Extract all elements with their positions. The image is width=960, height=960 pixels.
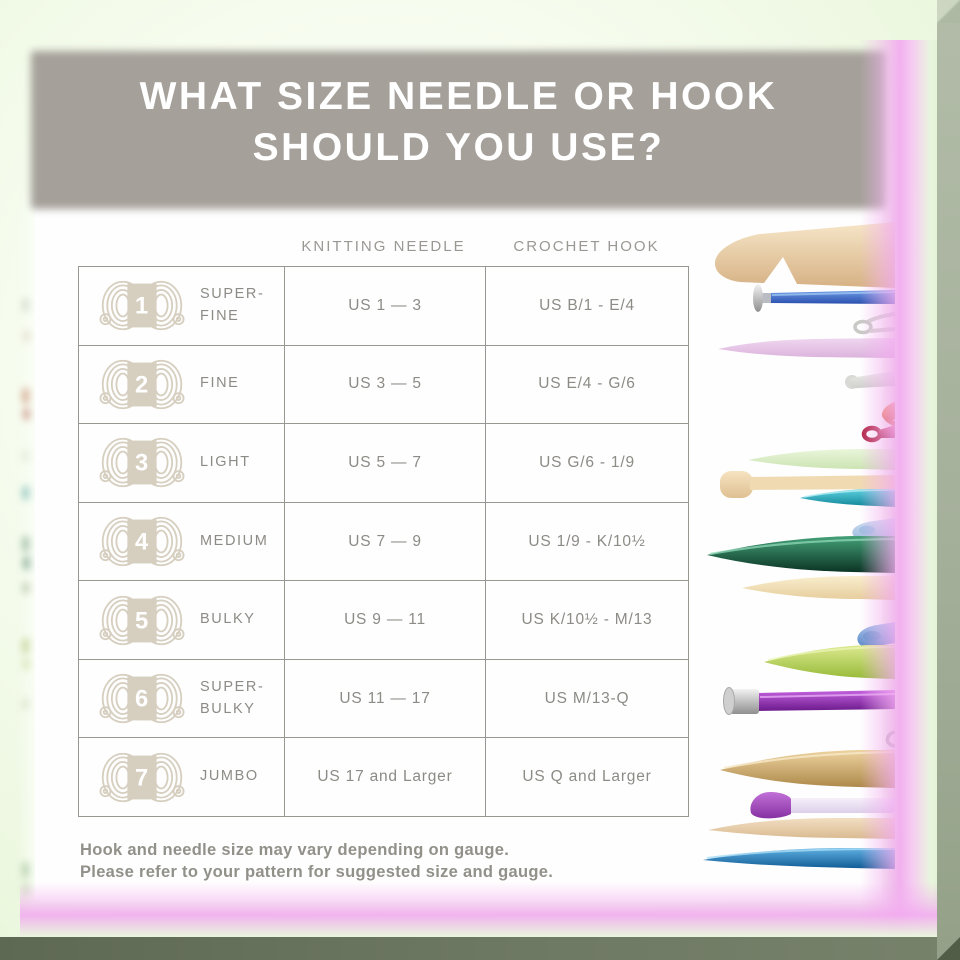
reflection-dot bbox=[23, 388, 33, 404]
pink-knitting-needle-icon bbox=[718, 338, 895, 358]
yarn-weight-cell: 3 LIGHT bbox=[79, 424, 284, 502]
yarn-weight-number: 7 bbox=[135, 764, 149, 791]
reflection-dot bbox=[23, 698, 33, 710]
yarn-weight-number: 4 bbox=[135, 529, 149, 556]
jumbo-wood-crochet-hook-icon bbox=[714, 222, 895, 288]
cream-knitting-needle-icon bbox=[742, 576, 895, 600]
yarn-weight-number: 3 bbox=[135, 450, 149, 477]
frame-corner-top-right bbox=[937, 0, 960, 23]
crochet-hook-size-cell: US K/10½ - M/13 bbox=[485, 581, 688, 659]
frame-corner-bottom-right bbox=[937, 937, 960, 960]
yarn-weight-label: SUPER- BULKY bbox=[200, 678, 265, 717]
yarn-weight-label: MEDIUM bbox=[200, 532, 269, 549]
table-row: 2 FINE US 3 — 5 US E/4 - G/6 bbox=[79, 344, 688, 424]
crochet-hook-size-cell: US E/4 - G/6 bbox=[485, 345, 688, 424]
yarn-skein-icon: 3 bbox=[99, 436, 185, 489]
column-header-knitting-needle: KNITTING NEEDLE bbox=[301, 238, 466, 255]
knitting-needle-size-cell: US 5 — 7 bbox=[284, 424, 485, 502]
tan-wood-needle-icon bbox=[708, 818, 895, 839]
pale-green-knitting-needle-icon bbox=[748, 449, 895, 470]
footer-note-line1: Hook and needle size may vary depending … bbox=[80, 841, 510, 859]
crochet-hook-size-cell: US G/6 - 1/9 bbox=[485, 424, 688, 502]
yarn-skein-icon: 5 bbox=[99, 594, 185, 647]
frame-bottom-wall bbox=[0, 937, 960, 960]
table-row: 5 BULKY US 9 — 11 US K/10½ - M/13 bbox=[79, 580, 688, 659]
yarn-skein-icon: 7 bbox=[99, 751, 185, 804]
table-row: 1 SUPER- FINE US 1 — 3 US B/1 - E/4 bbox=[79, 267, 688, 345]
page-title: WHAT SIZE NEEDLE OR HOOK SHOULD YOU USE? bbox=[140, 72, 778, 173]
table-row: 7 JUMBO US 17 and Larger US Q and Larger bbox=[79, 737, 688, 817]
yarn-weight-label: LIGHT bbox=[200, 454, 251, 471]
yarn-skein-icon: 2 bbox=[99, 358, 185, 411]
pink-glow-right bbox=[860, 40, 937, 937]
page-title-line2: SHOULD YOU USE? bbox=[252, 126, 665, 169]
yarn-weight-number: 6 bbox=[135, 686, 149, 713]
header-background bbox=[31, 51, 886, 209]
yarn-skein-icon: 6 bbox=[99, 672, 185, 725]
knitting-needle-size-cell: US 9 — 11 bbox=[284, 581, 485, 659]
reflection-dot bbox=[23, 536, 33, 552]
knitting-needle-size-cell: US 17 and Larger bbox=[284, 738, 485, 817]
yarn-weight-cell: 1 SUPER- FINE bbox=[79, 267, 284, 345]
crochet-hook-size-cell: US B/1 - E/4 bbox=[485, 267, 688, 345]
crochet-hook-size-cell: US 1/9 - K/10½ bbox=[485, 502, 688, 581]
reflection-dot bbox=[24, 408, 34, 420]
yarn-weight-number: 1 bbox=[135, 293, 149, 320]
yarn-weight-label: SUPER- FINE bbox=[200, 286, 265, 324]
table-row: 4 MEDIUM US 7 — 9 US 1/9 - K/10½ bbox=[79, 501, 688, 581]
wood-knob-knitting-needle-icon bbox=[720, 471, 895, 498]
frame-right-wall bbox=[937, 0, 960, 960]
yarn-weight-cell: 2 FINE bbox=[79, 346, 284, 424]
reflection-dot bbox=[24, 556, 34, 570]
knitting-needle-size-cell: US 7 — 9 bbox=[284, 502, 485, 581]
reflection-dot bbox=[24, 658, 34, 670]
knitting-needle-size-cell: US 3 — 5 bbox=[284, 345, 485, 424]
yarn-skein-icon: 1 bbox=[99, 279, 185, 332]
header-band: WHAT SIZE NEEDLE OR HOOK SHOULD YOU USE? bbox=[31, 51, 886, 209]
crochet-hook-size-cell: US Q and Larger bbox=[485, 738, 688, 817]
reflection-dot bbox=[23, 298, 33, 312]
yarn-weight-cell: 5 BULKY bbox=[79, 581, 284, 659]
yarn-weight-label: FINE bbox=[200, 375, 240, 392]
table-row: 6 SUPER- BULKY US 11 — 17 US M/13-Q bbox=[79, 658, 688, 738]
knitting-needle-size-cell: US 11 — 17 bbox=[284, 659, 485, 738]
yarn-weight-label: JUMBO bbox=[200, 768, 259, 785]
reflection-dot bbox=[23, 486, 33, 500]
yarn-skein-icon: 4 bbox=[99, 515, 185, 568]
yarn-weight-cell: 4 MEDIUM bbox=[79, 503, 284, 581]
page-title-line1: WHAT SIZE NEEDLE OR HOOK bbox=[139, 75, 778, 119]
yarn-weight-cell: 6 SUPER- BULKY bbox=[79, 660, 284, 738]
footer-note-line2: Please refer to your pattern for suggest… bbox=[80, 863, 554, 882]
yarn-weight-cell: 7 JUMBO bbox=[79, 738, 284, 816]
yarn-weight-number: 5 bbox=[135, 607, 149, 634]
size-chart-table: 1 SUPER- FINE US 1 — 3 US B/1 - E/4 2 FI… bbox=[78, 266, 689, 817]
reflection-dot bbox=[23, 638, 33, 654]
reflection-dot bbox=[23, 862, 33, 878]
reflection-dot bbox=[24, 330, 34, 342]
pink-glow-bottom bbox=[20, 882, 937, 937]
reflection-dot bbox=[23, 582, 33, 594]
reflection-dot bbox=[23, 450, 33, 462]
knitting-needle-size-cell: US 1 — 3 bbox=[284, 267, 485, 345]
footer-note: Hook and needle size may vary depending … bbox=[80, 839, 553, 884]
crochet-hook-size-cell: US M/13-Q bbox=[485, 659, 688, 738]
column-header-crochet-hook: CROCHET HOOK bbox=[513, 238, 660, 255]
yarn-weight-number: 2 bbox=[135, 372, 149, 399]
table-row: 3 LIGHT US 5 — 7 US G/6 - 1/9 bbox=[79, 423, 688, 502]
yarn-weight-label: BULKY bbox=[200, 611, 256, 628]
